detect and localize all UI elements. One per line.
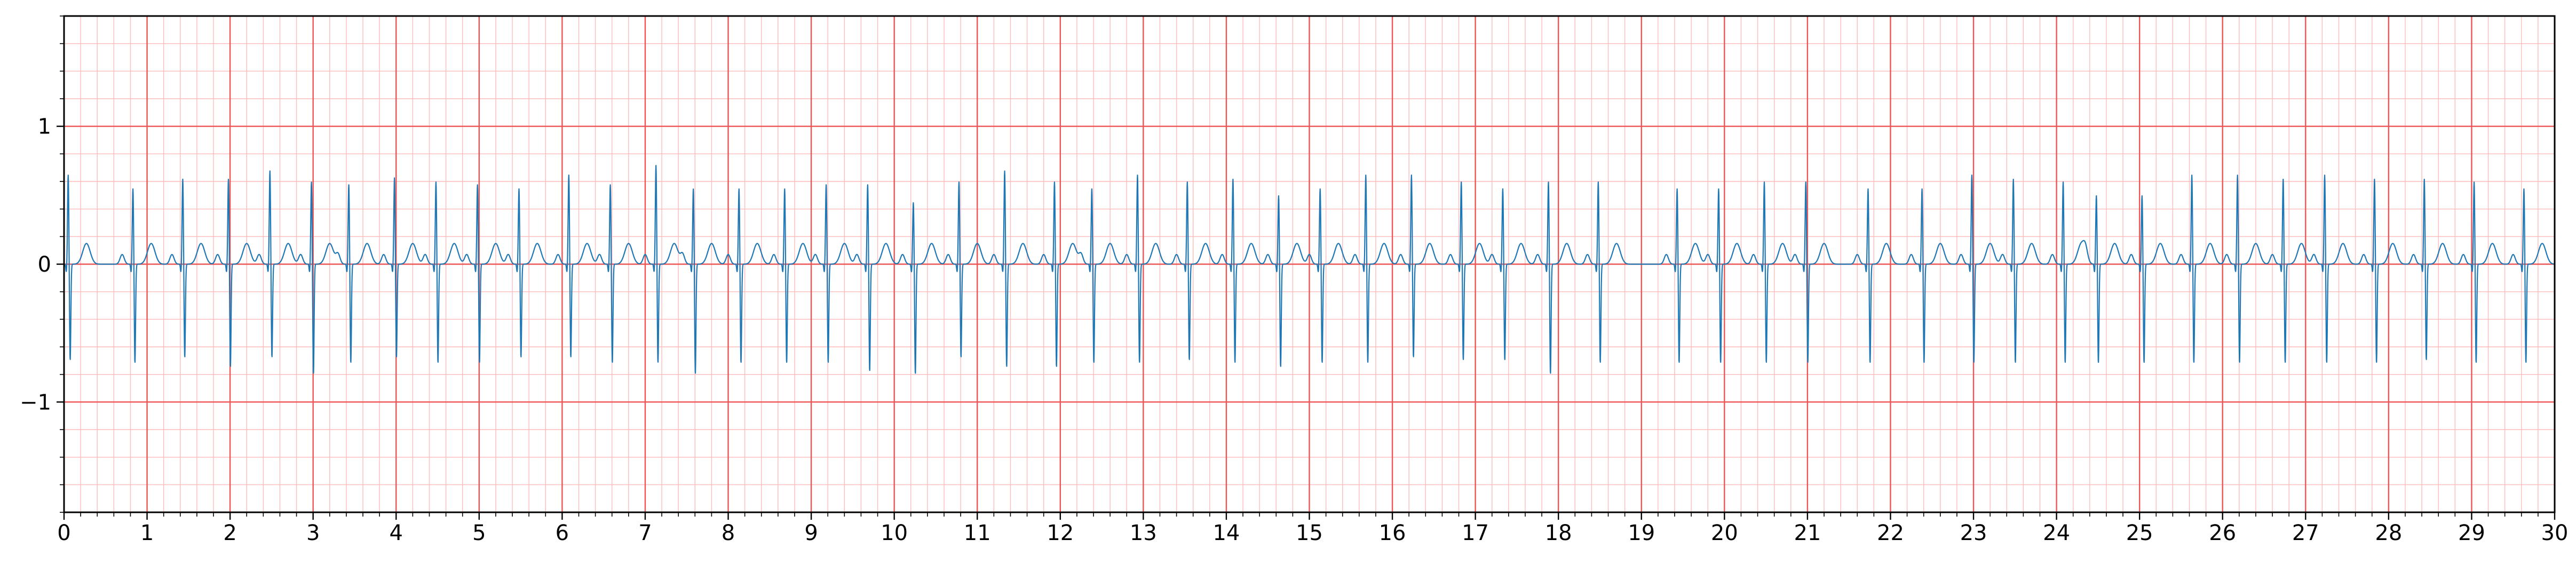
x-tick-label: 29 [2458, 521, 2485, 545]
x-tick-label: 3 [306, 521, 320, 545]
x-tick-label: 13 [1130, 521, 1157, 545]
x-tick-label: 10 [881, 521, 908, 545]
y-tick-label: 1 [38, 115, 51, 139]
x-tick-label: 14 [1212, 521, 1240, 545]
x-tick-label: 27 [2292, 521, 2319, 545]
ecg-trace [64, 165, 2555, 374]
x-tick-label: 28 [2375, 521, 2402, 545]
x-tick-label: 17 [1462, 521, 1489, 545]
x-tick-label: 24 [2043, 521, 2070, 545]
x-tick-label: 5 [472, 521, 486, 545]
x-tick-label: 21 [1794, 521, 1821, 545]
x-tick-label: 6 [556, 521, 569, 545]
x-tick-label: 22 [1877, 521, 1904, 545]
x-tick-label: 12 [1047, 521, 1074, 545]
major-grid [63, 16, 2556, 512]
x-tick-label: 8 [722, 521, 735, 545]
x-tick-label: 0 [57, 521, 70, 545]
ecg-series-line [64, 165, 2555, 374]
x-tick-label: 30 [2541, 521, 2569, 545]
y-tick-label: −1 [20, 390, 51, 415]
x-tick-label: 19 [1628, 521, 1655, 545]
y-axis: −1 0 1 [20, 15, 64, 513]
x-tick-label: 1 [140, 521, 154, 545]
x-axis: 0 1 2 3 4 5 6 7 8 9 10 11 12 13 14 15 16 17 18 19 20 21 22 23 24… [57, 512, 2568, 545]
x-tick-label: 18 [1545, 521, 1572, 545]
x-tick-label: 7 [638, 521, 652, 545]
x-tick-label: 26 [2209, 521, 2236, 545]
x-tick-label: 11 [964, 521, 991, 545]
x-tick-label: 20 [1711, 521, 1738, 545]
x-tick-label: 16 [1379, 521, 1406, 545]
x-tick-label: 25 [2126, 521, 2153, 545]
x-tick-label: 23 [1960, 521, 1987, 545]
y-tick-label: 0 [38, 252, 51, 277]
x-tick-label: 4 [390, 521, 403, 545]
x-tick-label: 15 [1296, 521, 1323, 545]
x-tick-label: 9 [804, 521, 818, 545]
x-tick-label: 2 [223, 521, 236, 545]
